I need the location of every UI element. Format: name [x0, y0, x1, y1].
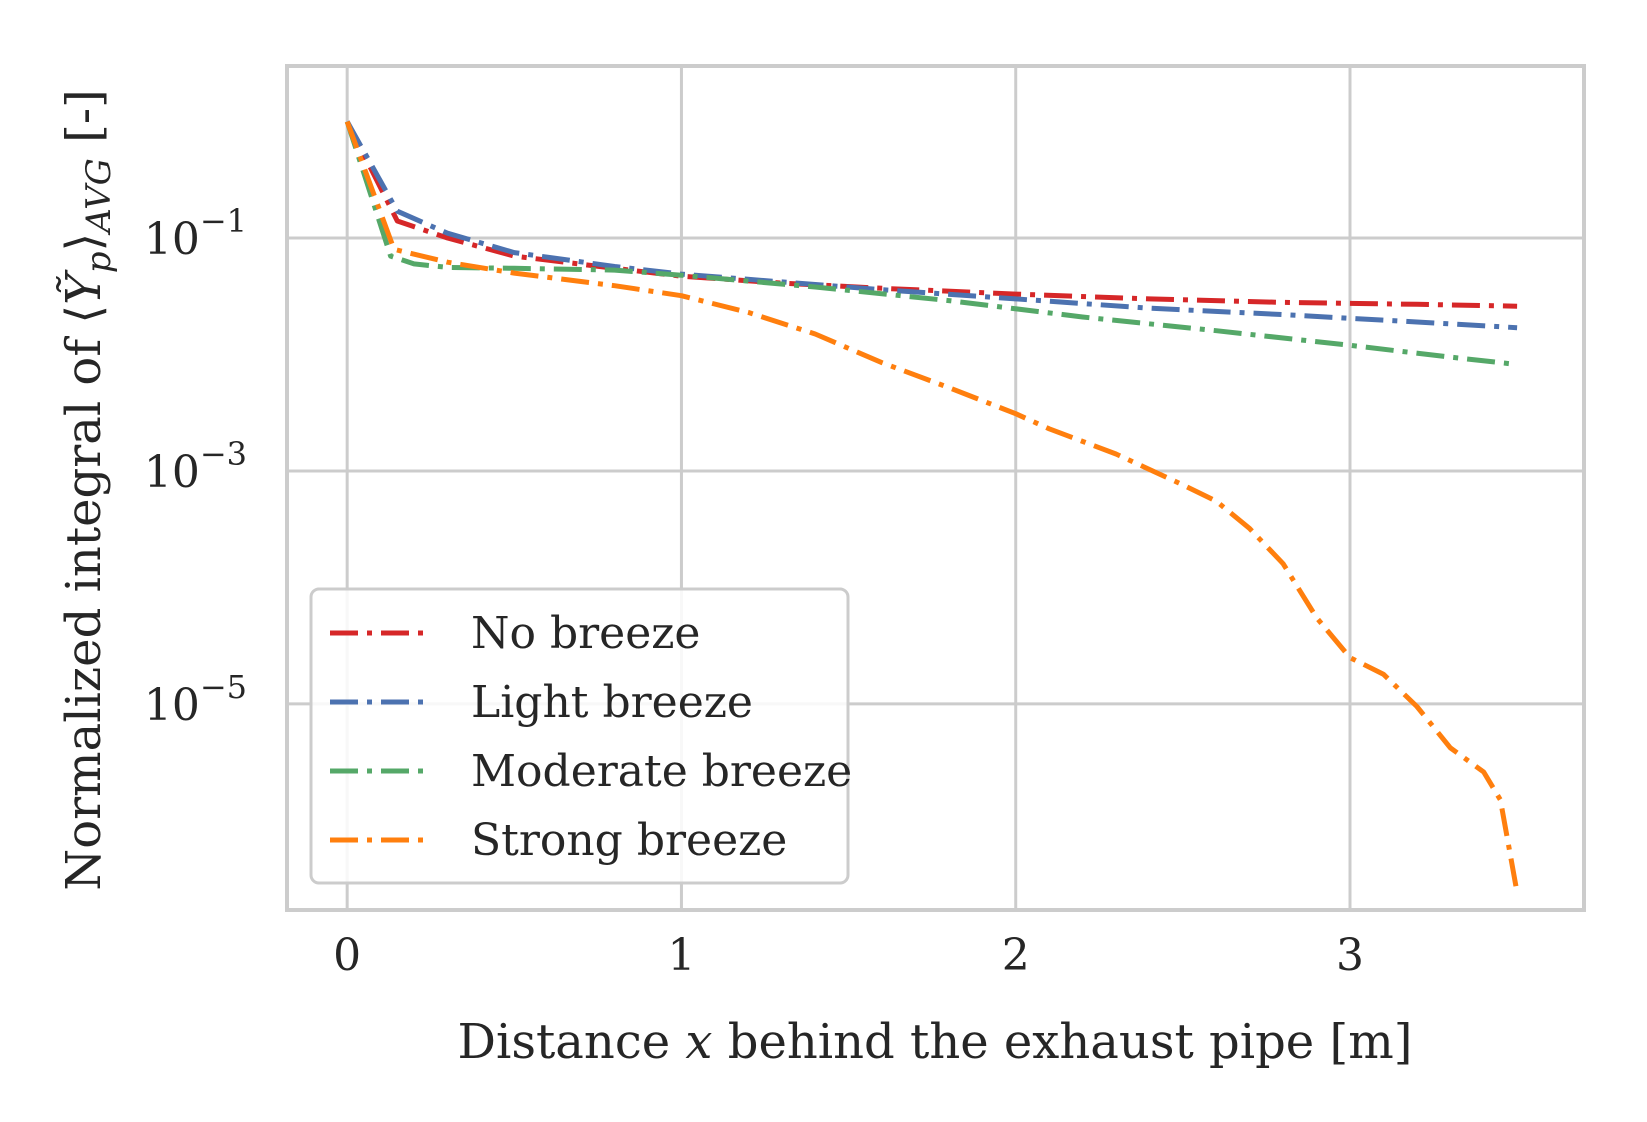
series-line-strong-breeze: [344, 120, 1520, 894]
y-tick-label: 10−1: [144, 202, 247, 265]
plot-area-frame: [285, 64, 1586, 912]
legend-box: [309, 587, 850, 885]
y-tick-labels: 10−1 10−3 10−5: [144, 202, 247, 731]
legend: No breeze Light breeze Moderate breeze Stro…: [309, 587, 852, 885]
y-axis-label: Normalized integral of ⟨Ỹp⟩AVG [-]: [55, 89, 119, 891]
legend-label-moderate-breeze: Moderate breeze: [471, 746, 852, 797]
series-line-no-breeze: [344, 120, 1518, 309]
y-tick-label: 10−5: [144, 668, 247, 731]
x-axis-label: Distance x behind the exhaust pipe [m]: [458, 1014, 1413, 1070]
y-tick-label: 10−3: [144, 435, 247, 498]
plot-series: [344, 120, 1520, 894]
legend-label-light-breeze: Light breeze: [471, 677, 753, 728]
x-tick-label: 0: [333, 930, 361, 981]
x-tick-labels: 0 1 2 3: [333, 930, 1364, 981]
x-tick-label: 2: [1002, 930, 1030, 981]
x-tick-label: 3: [1336, 930, 1364, 981]
x-tick-label: 1: [667, 930, 695, 981]
legend-label-no-breeze: No breeze: [471, 608, 700, 659]
legend-label-strong-breeze: Strong breeze: [471, 815, 787, 866]
series-line-moderate-breeze: [344, 120, 1518, 367]
